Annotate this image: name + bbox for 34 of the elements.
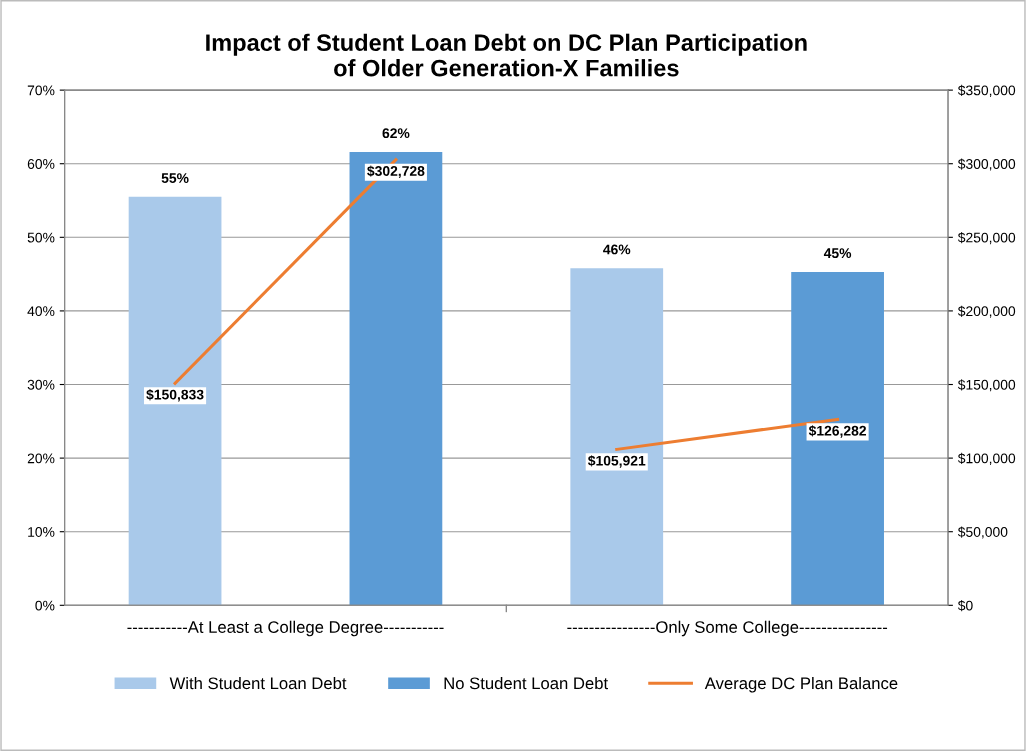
y2-tick-label: $150,000 xyxy=(957,379,1016,392)
bar xyxy=(349,151,443,606)
y2-tick-label: $0 xyxy=(957,600,973,612)
legend-label: With Student Loan Debt xyxy=(169,676,347,690)
y-tick-label: 60% xyxy=(27,159,55,169)
y-tick-label: 20% xyxy=(27,453,55,464)
y2-tick-label: $100,000 xyxy=(957,452,1016,465)
y-tick-label: 50% xyxy=(27,232,55,243)
y-tick-label: 10% xyxy=(28,527,55,537)
data-label: $150,833 xyxy=(146,389,204,402)
data-label: $126,282 xyxy=(808,425,867,438)
bar xyxy=(570,268,664,606)
legend-label: Average DC Plan Balance xyxy=(704,676,898,693)
y-tick-label: 0% xyxy=(35,600,55,611)
y2-tick-label: $250,000 xyxy=(957,232,1016,245)
y-tick-label: 70% xyxy=(27,85,55,96)
text: -----------At Least a College Degree----------- xyxy=(127,620,444,637)
data-label: 55% xyxy=(161,173,189,183)
y2-tick-label: $300,000 xyxy=(957,158,1016,171)
y2-tick-label: $200,000 xyxy=(957,305,1016,318)
bar xyxy=(791,271,884,606)
data-label: 45% xyxy=(823,248,852,259)
data-label: $302,728 xyxy=(367,165,425,178)
data-label: 62% xyxy=(382,128,410,139)
text: ----------------Only Some College---------------- xyxy=(567,620,888,637)
chart-title: Impact of Student Loan Debt on DC Plan Participation of Older Generation-X Families xyxy=(206,33,807,77)
bar xyxy=(128,196,222,606)
data-label: $105,921 xyxy=(587,455,646,468)
legend-label: No Student Loan Debt xyxy=(444,676,608,690)
y2-tick-label: $350,000 xyxy=(957,84,1016,97)
y2-tick-label: $50,000 xyxy=(957,526,1008,539)
y-tick-label: 40% xyxy=(27,306,55,317)
y-tick-label: 30% xyxy=(27,379,55,390)
data-label: 46% xyxy=(603,244,631,255)
